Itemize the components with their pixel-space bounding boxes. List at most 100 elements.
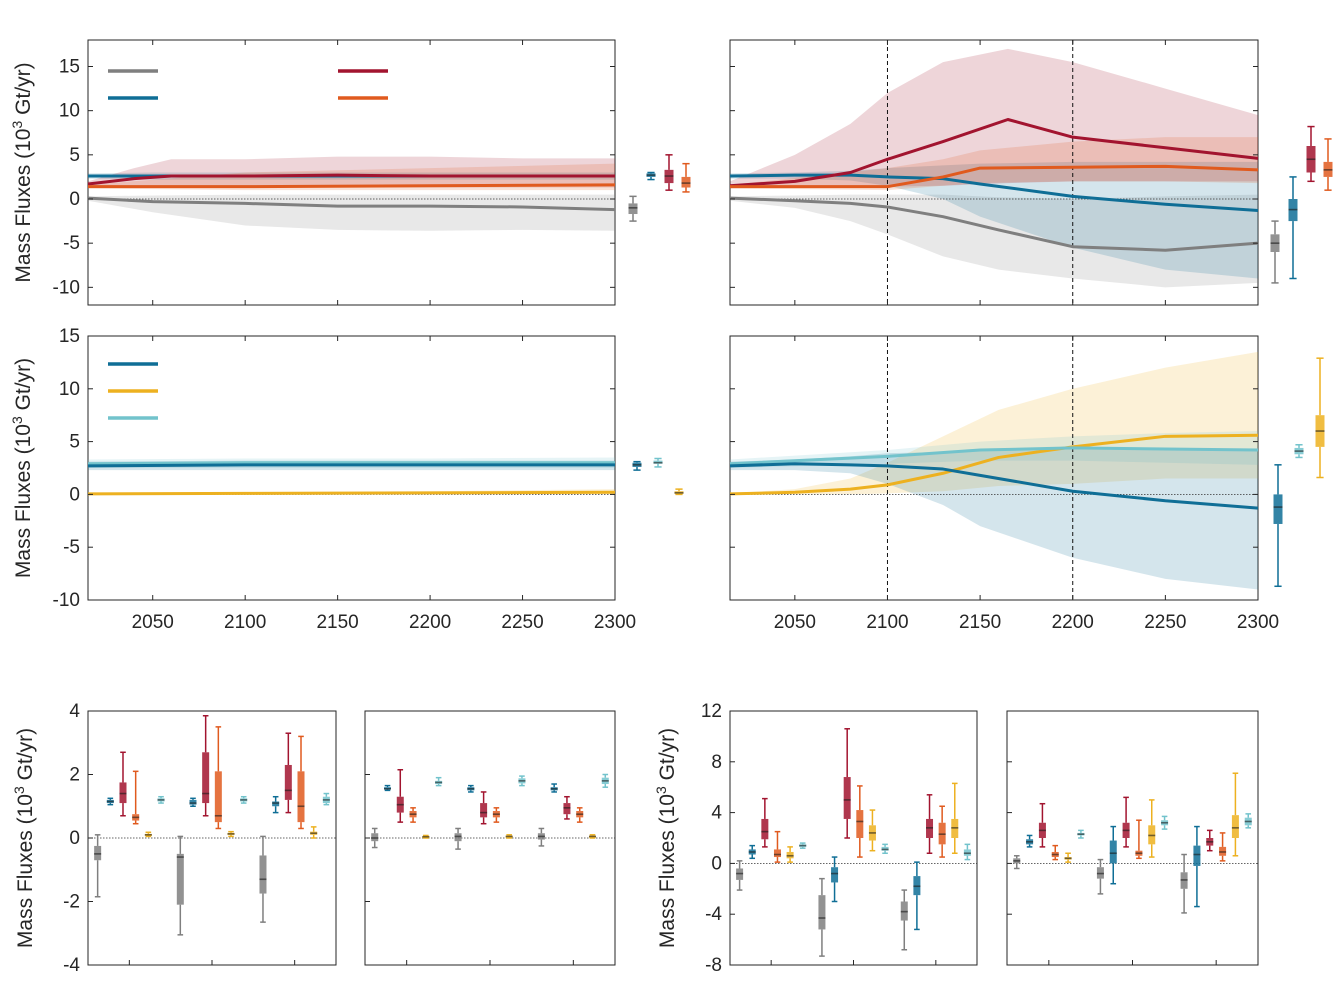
- boxplot-smb: [189, 797, 197, 807]
- boxplot-runoff: [868, 809, 876, 852]
- y-tick-label: -2: [63, 892, 80, 913]
- y-axis-label: Mass Fluxes (103 Gt/yr): [9, 62, 35, 282]
- y-tick-label: 4: [69, 701, 80, 722]
- boxplot-melt: [761, 797, 769, 848]
- y-axis-label: Mass Fluxes (103 Gt/yr): [653, 728, 679, 948]
- boxplot-net: [1180, 853, 1188, 914]
- boxplot-runoff: [786, 846, 794, 863]
- box-iqr: [773, 849, 781, 858]
- y-tick-label: -8: [705, 955, 722, 976]
- boxplot-smb: [272, 795, 280, 814]
- boxplot-snow: [881, 843, 889, 854]
- side-boxplot-net: [1270, 220, 1280, 284]
- boxplot-net: [1096, 858, 1104, 895]
- side-boxplot-runoff: [1315, 357, 1325, 479]
- y-tick-label: 12: [701, 701, 722, 722]
- boxplot-runoff: [422, 834, 430, 839]
- boxplot-melt: [926, 794, 934, 854]
- boxplot-snow: [518, 775, 526, 787]
- y-tick-label: 8: [711, 752, 722, 773]
- series-line-net: [729, 196, 1259, 252]
- y-tick-label: 0: [711, 853, 722, 874]
- boxplot-calving: [1135, 819, 1143, 860]
- panel-e: -4 -2 0 2 4 Mass Fluxes (103 Gt/yr): [11, 701, 337, 976]
- boxplot-calving: [214, 726, 222, 830]
- side-boxplot-smb: [632, 460, 642, 471]
- side-boxplot-net: [628, 195, 638, 222]
- plot-area: [87, 335, 616, 601]
- x-tick-label: 2300: [594, 612, 636, 633]
- boxplot-calving: [297, 735, 305, 830]
- boxplot-net: [94, 834, 102, 898]
- box-iqr: [1109, 840, 1117, 864]
- boxplot-net: [1013, 855, 1021, 870]
- boxplot-smb: [1109, 825, 1117, 885]
- y-tick-label: 5: [69, 432, 80, 453]
- side-boxplot-calving: [1323, 138, 1333, 191]
- boxplot-melt: [284, 732, 292, 814]
- boxplot-net: [736, 860, 744, 891]
- y-tick-label: 10: [59, 379, 80, 400]
- box-iqr: [761, 818, 769, 840]
- y-tick-label: 10: [59, 101, 80, 122]
- box-iqr: [176, 853, 184, 905]
- boxplot-melt: [119, 751, 127, 817]
- series-line-snow: [87, 461, 615, 466]
- boxplot-melt: [1038, 802, 1046, 848]
- box-iqr: [480, 803, 488, 818]
- x-tick-label: 2250: [501, 612, 543, 633]
- panel-a: -10 -5 0 5 10 15 Mass Fluxes (103 Gt/yr): [9, 39, 691, 306]
- boxplot-snow: [963, 843, 971, 861]
- x-tick-label: 2200: [409, 612, 451, 633]
- plot-area: [87, 39, 616, 306]
- boxplot-runoff: [1064, 852, 1072, 863]
- boxplot-snow: [799, 842, 807, 849]
- band-runoff: [730, 351, 1258, 495]
- x-tick-label: 2300: [1237, 612, 1279, 633]
- boxplot-calving: [938, 805, 946, 858]
- boxplot-smb: [106, 797, 114, 806]
- boxplot-melt: [1122, 796, 1130, 848]
- y-tick-label: -4: [63, 955, 80, 976]
- boxplot-calving: [409, 807, 417, 823]
- side-boxplot-smb: [1273, 464, 1283, 588]
- box-iqr: [843, 777, 851, 819]
- x-tick-label: 2100: [224, 612, 266, 633]
- y-tick-label: 15: [59, 326, 80, 347]
- y-tick-label: -5: [63, 233, 80, 254]
- panel-d: 2050 2100 2150 2200 2250 2300: [729, 335, 1325, 633]
- y-tick-label: -10: [53, 277, 80, 298]
- series-line-melt: [87, 173, 615, 186]
- boxplot-smb: [831, 856, 839, 903]
- boxplot-calving: [132, 770, 140, 825]
- plot-area: [1006, 710, 1259, 966]
- y-tick-label: 0: [69, 484, 80, 505]
- y-tick-label: -10: [53, 590, 80, 611]
- y-tick-label: 4: [711, 803, 722, 824]
- boxplot-net: [454, 827, 462, 850]
- y-axis-label: Mass Fluxes (103 Gt/yr): [11, 728, 37, 948]
- boxplot-runoff: [144, 831, 152, 838]
- boxplot-runoff: [589, 834, 596, 839]
- series-line-smb: [729, 462, 1259, 510]
- boxplot-calving: [1051, 844, 1059, 861]
- boxplot-smb: [550, 783, 558, 793]
- side-boxplot-snow: [1294, 444, 1304, 459]
- boxplot-net: [259, 835, 267, 923]
- box-iqr: [297, 771, 305, 823]
- boxplot-smb: [384, 784, 391, 792]
- panel-c: -10 -5 0 5 10 15 2050 2100 2150 2200 2250 2300 Mass …: [9, 326, 684, 633]
- x-tick-label: 2050: [132, 612, 174, 633]
- y-tick-label: -5: [63, 537, 80, 558]
- series-line-smb: [87, 463, 615, 468]
- x-tick-label: 2250: [1144, 612, 1186, 633]
- panel-f: [364, 710, 616, 966]
- boxplot-melt: [480, 791, 488, 825]
- series-line-runoff: [87, 490, 616, 496]
- boxplot-net: [900, 889, 908, 951]
- series-line-net: [87, 196, 616, 212]
- boxplot-runoff: [310, 826, 318, 839]
- boxplot-calving: [1219, 832, 1227, 862]
- side-boxplot-melt: [1306, 125, 1316, 183]
